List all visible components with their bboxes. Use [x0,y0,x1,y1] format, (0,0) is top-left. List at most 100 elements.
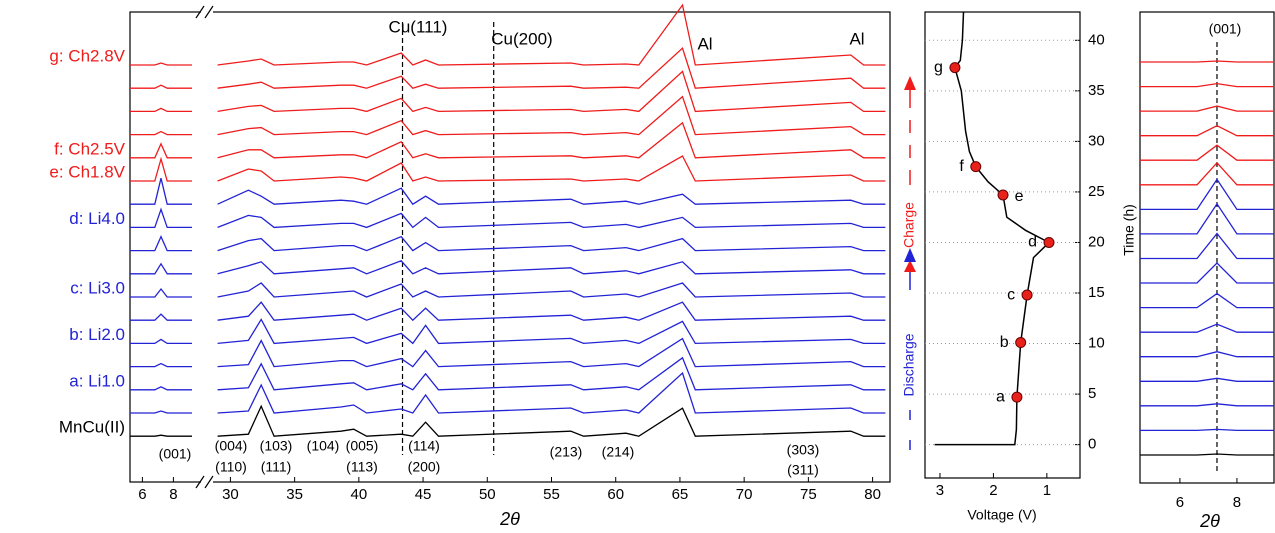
annotation: (200) [408,459,441,475]
xrd-trace [217,318,886,345]
annotation: (114) [408,438,440,454]
x-tick-label: 6 [1176,494,1184,511]
trace-label: e: Ch1.8V [49,162,125,181]
xrd-trace [1140,144,1274,161]
xrd-trace [217,95,886,136]
annotation: (110) [215,459,247,475]
xrd-trace [1140,124,1274,137]
trace-label: g: Ch2.8V [49,46,125,65]
x-tick-label: 60 [607,486,624,503]
charge-arrow-head [904,260,916,272]
x-tick-label: 3 [936,482,944,499]
xrd-trace [217,155,886,182]
xrd-trace [1140,262,1274,284]
annotation: (001) [159,446,192,462]
xrd-trace [217,3,886,66]
xrd-trace [130,62,192,66]
y-tick-label: 5 [1088,385,1096,402]
xrd-trace [217,212,886,229]
state-point [1015,337,1027,349]
xrd-trace [1140,377,1274,382]
state-label: c [1007,286,1015,303]
discharge-arrow-head [904,248,916,262]
xrd-trace [217,282,886,298]
x-tick-label: 55 [543,486,560,503]
charge-label: Charge [901,202,917,248]
annotation: (104) [307,438,340,454]
y-tick-label: 40 [1088,31,1105,48]
y-tick-label: 25 [1088,183,1105,200]
state-label: d [1028,234,1037,251]
xrd-trace [130,362,192,368]
xrd-trace [217,121,886,159]
y-axis-label: Time (h) [1121,204,1137,256]
xrd-trace [130,434,192,437]
x-tick-label: 30 [222,486,239,503]
state-point [1021,289,1033,301]
xrd-trace [1140,232,1274,260]
annotation: (213) [550,444,583,460]
annotation: (004) [215,438,248,454]
xrd-trace [1140,323,1274,333]
state-point [1011,391,1023,403]
xrd-trace [1140,178,1274,211]
x-tick-label: 8 [169,486,177,503]
annotation: (001) [1209,21,1242,37]
axis-break-gap [201,6,213,488]
xrd-trace [130,287,192,298]
x-tick-label: 2 [989,482,997,499]
xrd-trace [130,262,192,275]
x-tick-label: 70 [736,486,753,503]
x-tick-label: 6 [138,486,146,503]
xrd-trace [130,142,192,159]
x-tick-label: 80 [864,486,881,503]
axis-break-mark [195,5,214,489]
y-tick-label: 20 [1088,233,1105,250]
xrd-trace [217,260,886,275]
annotation: Al [849,29,864,48]
xrd-frame [129,11,891,483]
xrd-trace [1140,453,1274,456]
state-label: f [959,158,964,175]
trace-label: f: Ch2.5V [54,139,126,158]
xrd-trace [130,410,192,414]
xrd-trace [1140,105,1274,112]
xrd-trace [217,356,886,391]
trace-label: a: Li1.0 [69,371,125,390]
annotation: (005) [346,438,379,454]
xrd-trace [1140,82,1274,88]
xrd-trace [217,404,886,437]
state-point [1043,236,1055,248]
x-tick-label: 45 [415,486,432,503]
y-tick-label: 35 [1088,82,1105,99]
xrd-trace [1140,403,1274,407]
annotation: Al [697,34,712,53]
annotation: (113) [346,459,378,475]
xrd-trace [130,313,192,321]
xrd-trace [217,235,886,252]
xrd-trace [130,207,192,229]
xrd-trace [217,70,886,113]
annotation: Cu(200) [491,29,552,48]
x-axis-label: Voltage (V) [967,507,1036,523]
annotation: (214) [602,444,635,460]
xrd-trace [130,84,192,89]
x-axis-label: 2θ [1199,511,1220,531]
xrd-trace [1140,292,1274,309]
annotation: (311) [787,462,819,478]
xrd-trace [130,338,192,345]
xrd-trace [217,301,886,322]
annotation: (103) [260,438,293,454]
charge-arrow-head [904,76,916,90]
state-label: a [996,388,1005,405]
state-point [949,62,961,74]
x-tick-label: 65 [672,486,689,503]
xrd-trace [217,187,886,206]
xrd-trace [130,234,192,252]
y-tick-label: 10 [1088,335,1105,352]
y-tick-label: 15 [1088,284,1105,301]
state-label: e [1015,188,1024,205]
xrd-trace [1140,202,1274,235]
trace-label: MnCu(II) [59,418,125,437]
